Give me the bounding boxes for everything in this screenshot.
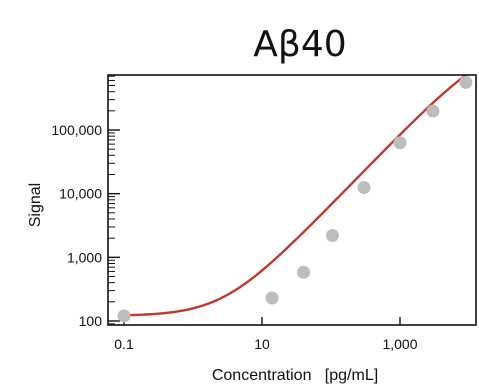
data-point xyxy=(459,75,473,89)
y-tick-label: 100 xyxy=(79,313,103,329)
tick-labels: 100 1,000 10,000 100,000 0.1 10 1,000 xyxy=(51,122,417,352)
minor-ticks xyxy=(108,75,115,325)
y-tick-label: 100,000 xyxy=(51,122,102,138)
chart-title: Aβ40 xyxy=(253,24,346,65)
data-point xyxy=(117,309,131,323)
x-tick-label: 1,000 xyxy=(382,336,417,352)
fit-curve xyxy=(123,74,467,317)
data-point xyxy=(265,291,279,305)
plot-frame xyxy=(107,74,477,326)
y-tick-label: 10,000 xyxy=(59,186,102,202)
data-point xyxy=(426,104,440,118)
x-axis-label: Concentration [pg/mL] xyxy=(212,367,378,384)
data-point xyxy=(297,265,311,279)
y-tick-label: 1,000 xyxy=(67,249,102,265)
data-point xyxy=(393,136,407,150)
y-axis-label: Signal xyxy=(27,183,44,227)
plot-area: 100 1,000 10,000 100,000 0.1 10 1,000 xyxy=(51,74,477,352)
x-tick-label: 0.1 xyxy=(114,336,134,352)
major-ticks xyxy=(108,129,401,325)
x-tick-label: 10 xyxy=(254,336,270,352)
data-points xyxy=(117,75,473,323)
data-point xyxy=(325,229,339,243)
data-point xyxy=(357,180,371,194)
